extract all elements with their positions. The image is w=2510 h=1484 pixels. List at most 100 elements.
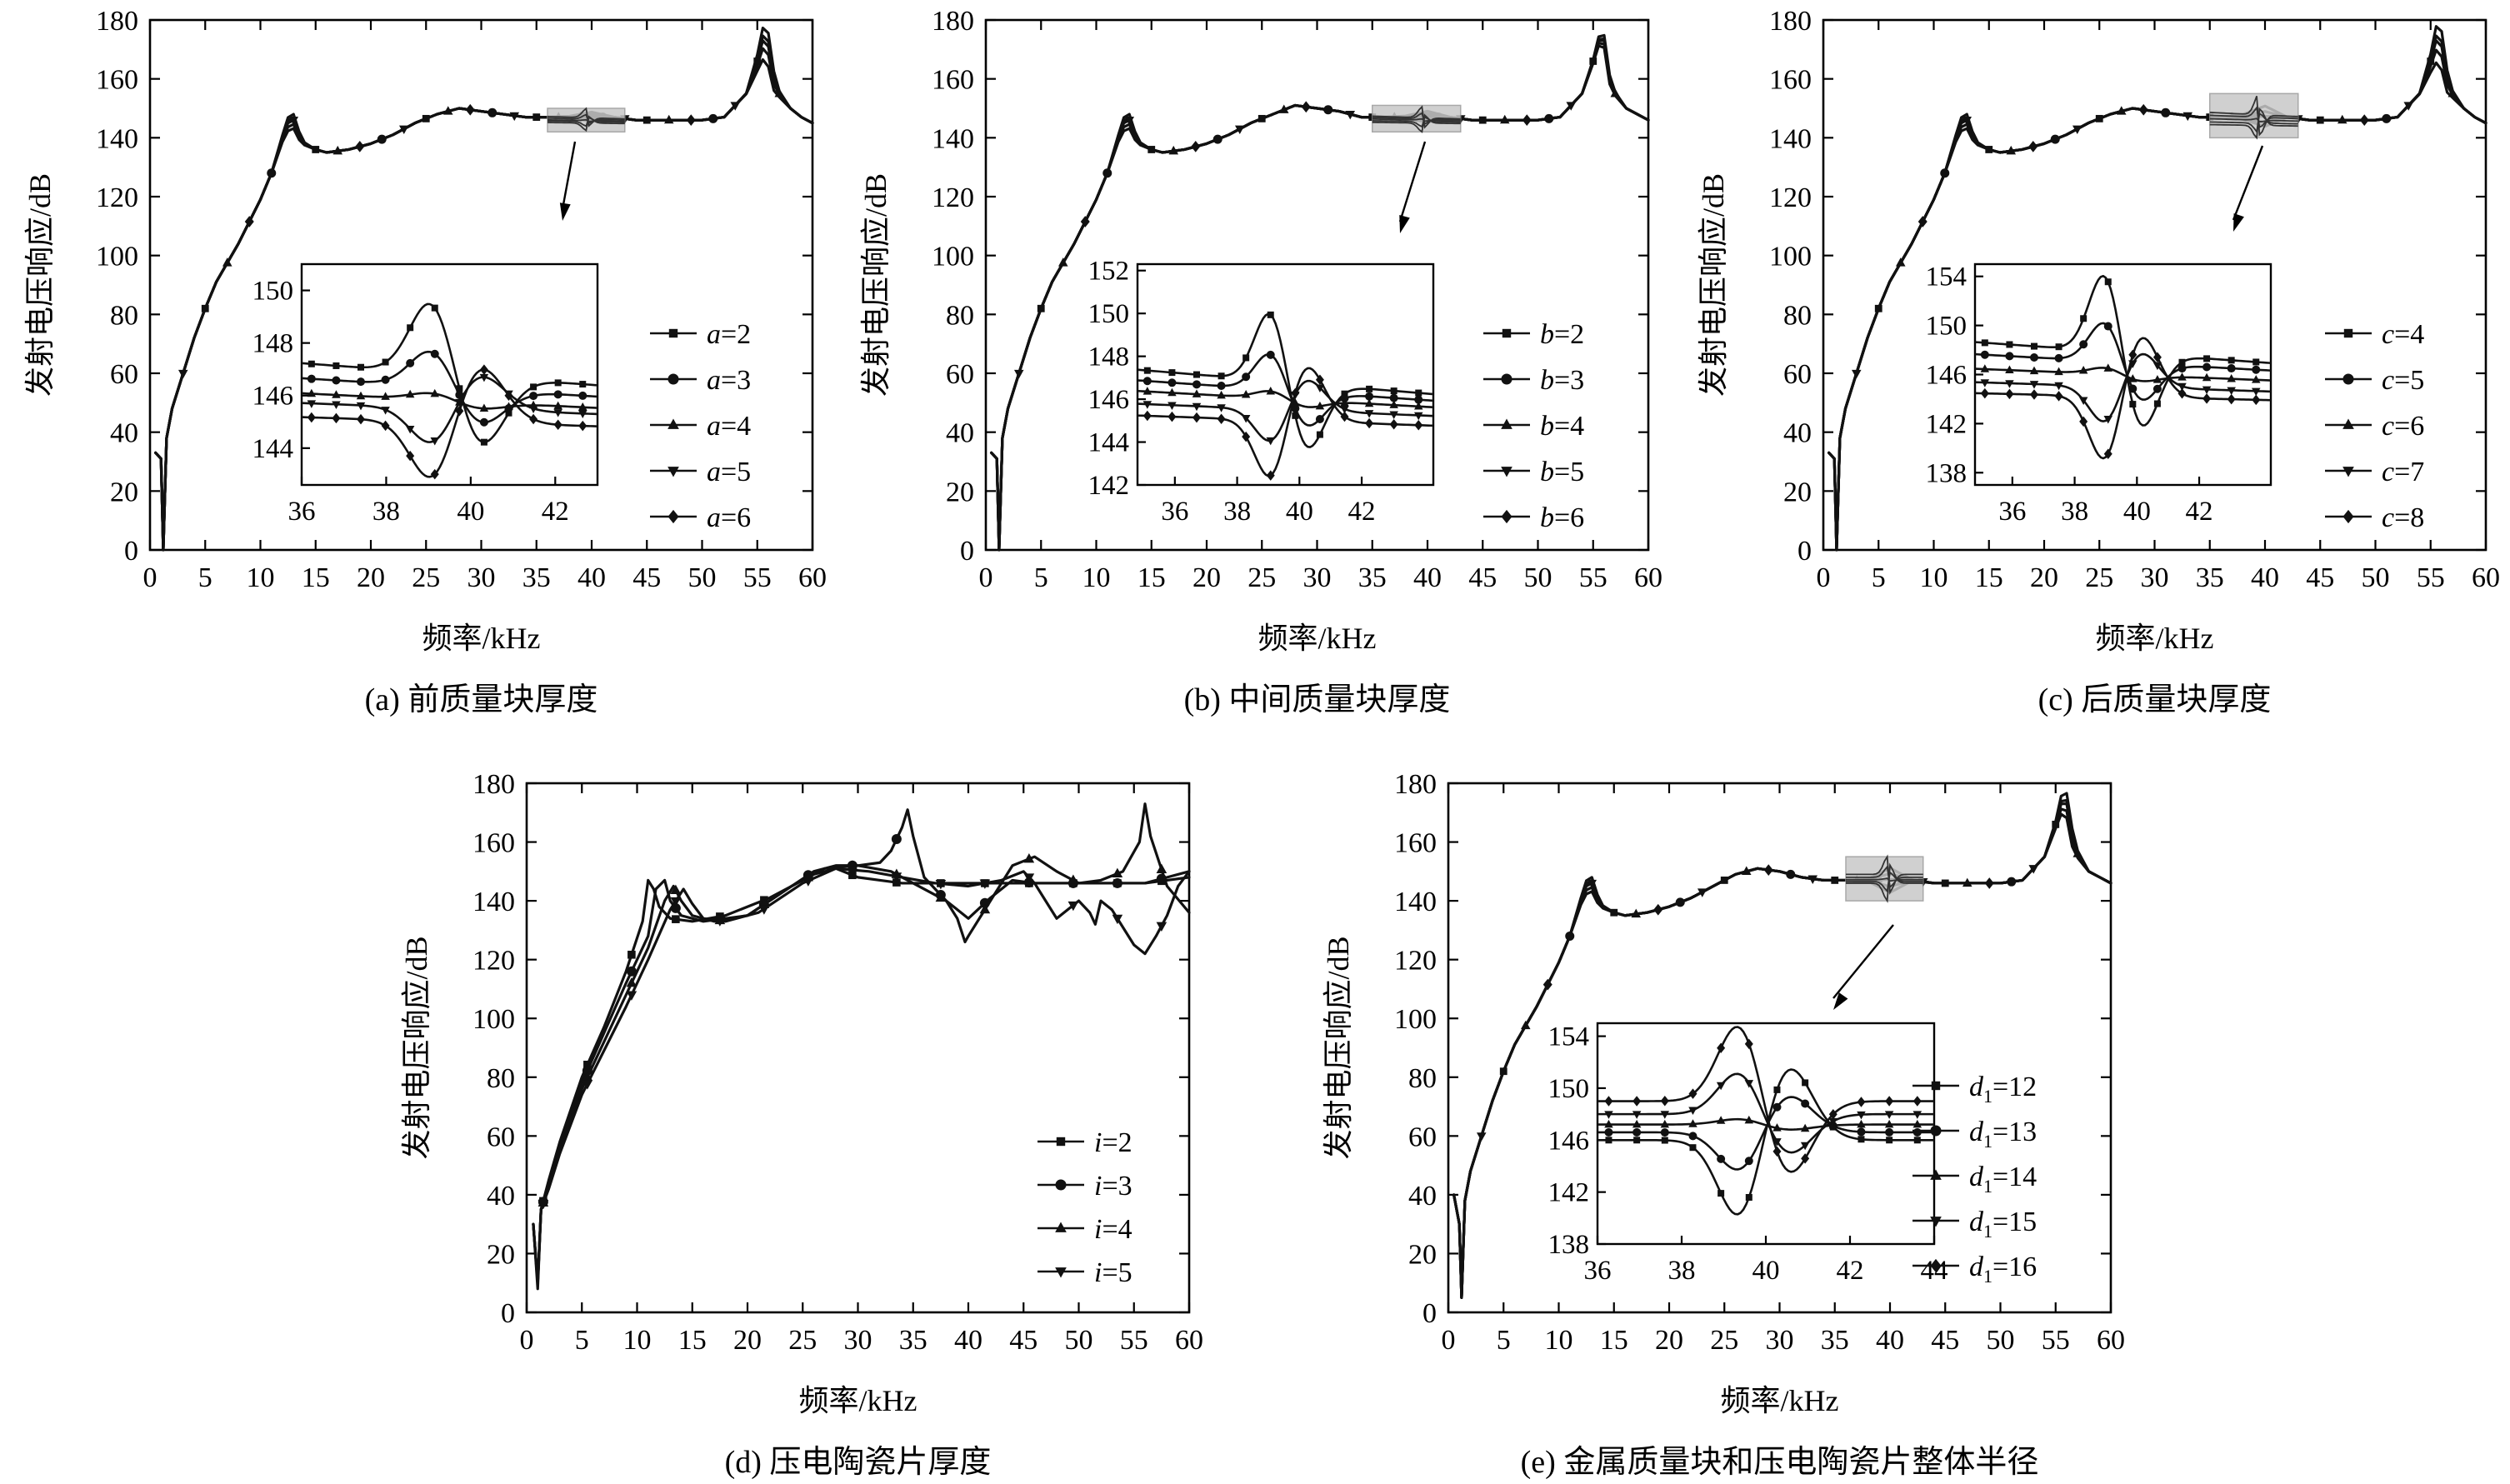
data-point [1148,146,1156,153]
inset-data-point [553,419,562,430]
inset-data-point [1168,378,1177,387]
inset-data-point [1604,1096,1613,1107]
y-axis-label: 发射电压响应/dB [400,936,433,1159]
inset-data-point [1660,1128,1669,1137]
inset-data-point [2202,386,2212,395]
inset-x-tick-label: 40 [457,497,484,527]
y-tick-label: 20 [946,477,974,507]
legend: i=2 i=3 i=4 i=5 [1038,1127,1132,1288]
highlight-series-d1=14 [1846,877,1923,882]
x-tick-label: 20 [2030,562,2058,593]
data-point [2006,145,2017,155]
inset-series-c=6 [1974,367,2272,382]
y-tick-label: 80 [1783,300,1812,331]
inset-data-point [381,375,390,384]
data-point [267,168,277,178]
legend-label: d1=14 [1969,1162,2037,1197]
inset-data-point [1772,1138,1782,1147]
data-point [532,113,541,121]
x-tick-label: 60 [2472,562,2500,593]
data-point [332,145,343,155]
x-tick-label: 15 [678,1325,707,1356]
data-point [2427,57,2435,65]
inset-data-point [1689,1144,1697,1152]
y-tick-label: 80 [1408,1063,1437,1094]
data-point [1112,914,1123,925]
highlight-series-b=4 [1372,117,1461,122]
inset-data-point [1142,387,1152,395]
inset-data-point [307,388,317,397]
inset-data-point [1142,401,1152,409]
data-point [1589,57,1598,65]
inset-x-tick-label: 42 [1348,497,1376,527]
inset-data-point [1340,411,1349,422]
inset-data-point [1241,415,1251,423]
data-point [642,116,651,124]
inset-data-point [1415,389,1422,397]
inset-data-point [479,364,488,375]
x-tick-label: 0 [1817,562,1831,593]
inset-data-point [405,389,415,398]
y-tick-label: 100 [1394,1004,1437,1035]
inset-series-d1=13 [1598,1096,1934,1171]
inset-data-point [1858,1136,1865,1143]
inset-data-point [578,420,588,432]
data-point [2337,114,2348,124]
inset-data-point [1660,1119,1670,1128]
inset-y-tick-label: 150 [1088,299,1130,329]
inset-data-point [1414,395,1423,404]
inset-data-point [1885,1096,1894,1107]
inset-data-point [1857,1111,1866,1120]
data-point [1720,877,1728,884]
data-point [1984,877,1994,889]
inset-series-c=7 [1974,352,2272,422]
inset-y-tick-label: 150 [252,277,294,307]
data-point [1985,146,1993,153]
zoom-arrow-head [2233,213,2244,232]
inset-data-point [357,377,365,387]
data-point [1542,978,1552,991]
x-tick-label: 40 [1413,562,1442,593]
inset-data-point [553,409,562,417]
legend-marker-diamond [668,509,679,524]
inset-data-point [528,405,538,413]
legend-marker-triangle-up [1501,418,1512,429]
inset-chart: 36 38 40 42 142 144 146 148 150 152 [1088,257,1435,527]
data-point [1962,877,1972,887]
inset-data-point [2252,365,2261,374]
x-tick-label: 30 [1766,1325,1794,1356]
y-tick-label: 160 [1394,828,1437,859]
inset-data-point [1192,380,1201,389]
inset-series-d1=16 [1598,1026,1934,1173]
x-tick-label: 10 [247,562,275,593]
legend: a=2 a=3 a=4 a=5 a=6 [650,319,751,533]
y-tick-label: 120 [96,182,138,213]
y-tick-label: 100 [932,242,974,272]
inset-data-point [1886,1137,1893,1144]
y-axis-label: 发射电压响应/dB [23,173,57,397]
inset-y-tick-label: 146 [1088,385,1130,415]
inset-data-point [479,417,488,427]
inset-data-point [2228,357,2235,364]
legend-label: a=6 [707,502,751,533]
x-tick-label: 10 [1082,562,1111,593]
x-tick-label: 20 [357,562,385,593]
data-point [935,880,947,890]
inset-data-point [1143,367,1151,374]
inset-data-point [1389,411,1398,420]
highlight-series-c=4 [2209,96,2298,137]
data-point [1080,216,1090,227]
x-tick-label: 0 [143,562,158,593]
data-point [1918,216,1928,227]
inset-data-point [1688,1132,1698,1141]
inset-data-point [1217,381,1226,390]
legend-label: b=4 [1540,411,1584,442]
x-tick-label: 30 [844,1325,872,1356]
inset-data-point [2054,353,2063,362]
y-axis-label: 发射电压响应/dB [1697,173,1730,397]
inset-data-point [1828,1117,1838,1127]
inset-data-point [2006,341,2013,348]
inset-y-tick-label: 142 [1088,471,1130,501]
data-point [2072,125,2082,135]
legend-marker-triangle-down [668,467,679,477]
